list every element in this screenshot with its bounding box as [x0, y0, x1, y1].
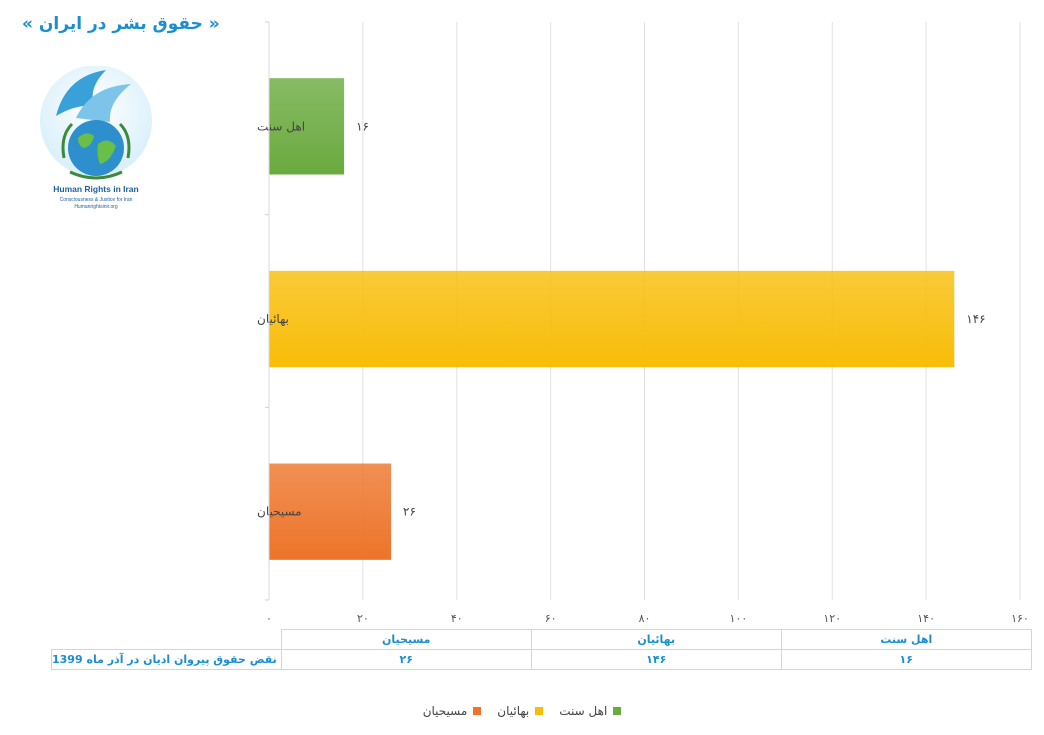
logo-emblem-icon: Human Rights in Iran Consciousness & Jus…: [40, 66, 152, 210]
table-row: نقض حقوق پیروان ادیان در آذر ماه 1399 ۲۶…: [51, 649, 1032, 670]
table-header-row: مسیحیان بهائیان اهل سنت: [52, 629, 1032, 650]
bar: [269, 78, 345, 175]
legend-swatch-orange: [473, 707, 482, 715]
table-row-label: نقض حقوق پیروان ادیان در آذر ماه 1399: [51, 649, 282, 670]
x-tick-label: ۱۶۰: [1011, 612, 1029, 625]
legend-label: اهل سنت: [559, 704, 608, 718]
data-table: مسیحیان بهائیان اهل سنت نقض حقوق پیروان …: [51, 629, 1032, 670]
x-tick-label: ۶۰: [545, 612, 557, 625]
data-label: ۲۶: [403, 505, 416, 519]
table-corner-cell: [52, 630, 282, 650]
table-value-sunnis: ۱۶: [780, 649, 1032, 670]
table-header-sunnis: اهل سنت: [780, 629, 1032, 650]
data-label: ۱۴۶: [966, 312, 985, 326]
legend-label: بهائیان: [497, 704, 530, 718]
x-tick-label: ۱۰۰: [730, 612, 748, 625]
legend-item-bahais: بهائیان: [497, 704, 544, 718]
category-label: مسیحیان: [257, 505, 302, 519]
data-label: ۱۶: [356, 119, 369, 133]
legend-label: مسیحیان: [422, 704, 468, 718]
human-rights-logo: Human Rights in Iran Consciousness & Jus…: [36, 66, 161, 216]
bar: [269, 270, 955, 368]
x-tick-label: ۱۴۰: [917, 612, 935, 625]
legend-item-christians: مسیحیان: [423, 704, 482, 718]
legend-swatch-green: [613, 707, 622, 715]
logo-text-title: Human Rights in Iran: [53, 184, 138, 194]
x-tick-label: ۸۰: [639, 612, 651, 625]
table-value-bahais: ۱۴۶: [530, 649, 782, 670]
bar-chart: ۰ ۲۰ ۴۰ ۶۰ ۸۰ ۱۰۰ ۱۲۰ ۱۴۰ ۱۶۰ اهل سنت ۱۶ بهائیان ۱۴۶…: [257, 21, 1029, 625]
x-tick-label: ۱۲۰: [823, 612, 841, 625]
chart-legend: اهل سنت بهائیان مسیحیان: [0, 704, 1044, 718]
table-value-christians: ۲۶: [280, 649, 532, 670]
x-tick-label: ۴۰: [451, 612, 463, 625]
x-tick-label: ۰: [266, 612, 272, 625]
category-label: اهل سنت: [257, 119, 305, 133]
bar: [269, 463, 392, 560]
category-label: بهائیان: [257, 312, 289, 326]
logo-text-tagline: Consciousness & Justice for Iran: [60, 197, 133, 203]
table-header-christians: مسیحیان: [280, 629, 532, 650]
logo-text-url: Humanrightsinir.org: [74, 204, 118, 210]
legend-swatch-yellow: [535, 707, 544, 715]
page-title: « حقوق بشر در ایران »: [22, 14, 220, 34]
table-header-bahais: بهائیان: [530, 629, 782, 650]
legend-item-sunnis: اهل سنت: [559, 704, 622, 718]
x-tick-label: ۲۰: [357, 612, 369, 625]
